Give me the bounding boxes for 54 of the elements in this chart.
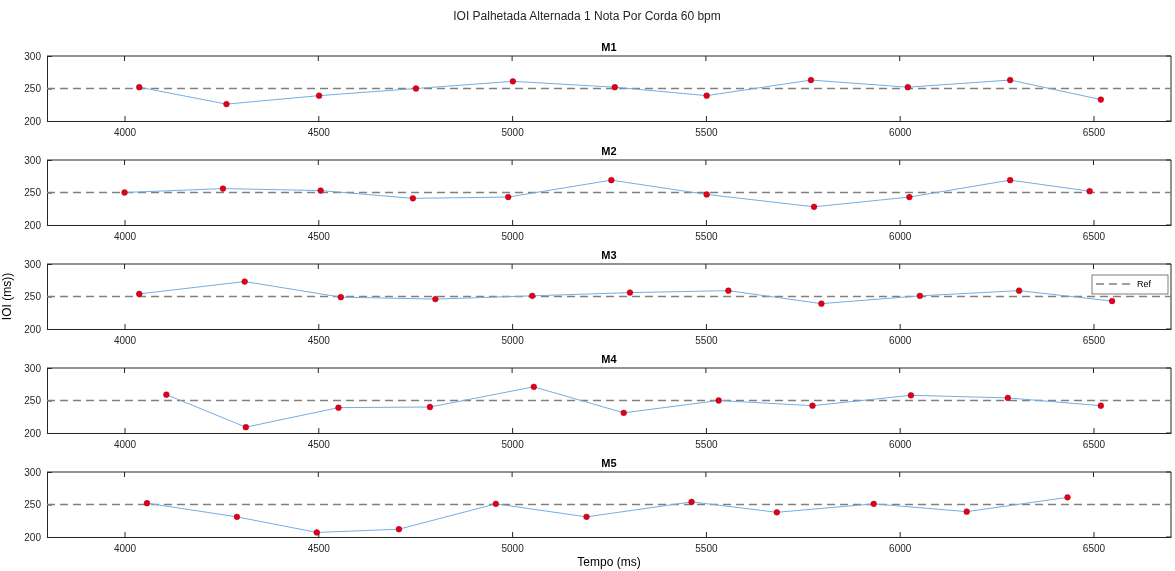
x-tick-label: 4000 bbox=[113, 231, 137, 243]
x-tick-label: 6500 bbox=[1082, 335, 1106, 347]
chart-title: M5 bbox=[601, 457, 617, 469]
x-tick-label: 5500 bbox=[695, 127, 718, 139]
legend-label: Ref bbox=[1137, 279, 1152, 289]
x-tick-label: 4500 bbox=[307, 231, 331, 243]
x-tick-label: 6500 bbox=[1082, 231, 1106, 243]
y-tick-label: 250 bbox=[24, 83, 42, 95]
chart-title: M1 bbox=[601, 41, 617, 53]
x-tick-label: 6500 bbox=[1082, 543, 1106, 555]
y-tick-label: 250 bbox=[24, 395, 42, 407]
x-tick-label: 5000 bbox=[501, 543, 525, 555]
x-tick-label: 5000 bbox=[501, 127, 525, 139]
x-tick-label: 6000 bbox=[889, 231, 912, 243]
y-tick-label: 300 bbox=[24, 466, 42, 478]
x-tick-label: 6500 bbox=[1082, 127, 1106, 139]
x-tick-label: 5500 bbox=[695, 543, 718, 555]
x-tick-label: 4000 bbox=[113, 439, 137, 451]
y-tick-label: 200 bbox=[24, 531, 42, 543]
y-tick-label: 300 bbox=[24, 362, 42, 374]
x-tick-label: 6000 bbox=[889, 543, 912, 555]
x-tick-label: 4000 bbox=[113, 127, 137, 139]
y-tick-label: 200 bbox=[24, 323, 42, 335]
x-tick-label: 4500 bbox=[307, 127, 331, 139]
y-axis-title: IOI (ms)) bbox=[0, 272, 14, 321]
x-tick-label: 5000 bbox=[501, 439, 525, 451]
y-tick-label: 250 bbox=[24, 499, 42, 511]
y-tick-label: 200 bbox=[24, 427, 42, 439]
chart-title: M4 bbox=[601, 353, 618, 365]
x-tick-label: 4000 bbox=[113, 335, 137, 347]
chart-title: M3 bbox=[601, 249, 617, 261]
x-tick-label: 6000 bbox=[889, 439, 912, 451]
x-tick-label: 5000 bbox=[501, 231, 525, 243]
x-tick-label: 5500 bbox=[695, 439, 718, 451]
y-tick-label: 200 bbox=[24, 115, 42, 127]
x-axis-title: Tempo (ms) bbox=[577, 555, 641, 569]
text: IOI Palhetada Alternada 1 Nota Por Corda 60 bpm bbox=[453, 9, 721, 23]
y-tick-label: 300 bbox=[24, 154, 42, 166]
x-tick-label: 6500 bbox=[1082, 439, 1106, 451]
y-tick-label: 300 bbox=[24, 258, 42, 270]
x-tick-label: 6000 bbox=[889, 335, 912, 347]
x-tick-label: 5500 bbox=[695, 231, 718, 243]
chart-title: M2 bbox=[601, 145, 617, 157]
y-tick-label: 200 bbox=[24, 219, 42, 231]
y-tick-label: 250 bbox=[24, 187, 42, 199]
y-tick-label: 300 bbox=[24, 50, 42, 62]
x-tick-label: 6000 bbox=[889, 127, 912, 139]
x-tick-label: 4500 bbox=[307, 543, 331, 555]
x-tick-label: 5000 bbox=[501, 335, 525, 347]
x-tick-label: 4500 bbox=[307, 335, 331, 347]
x-tick-label: 4000 bbox=[113, 543, 137, 555]
x-tick-label: 5500 bbox=[695, 335, 718, 347]
x-tick-label: 4500 bbox=[307, 439, 331, 451]
y-tick-label: 250 bbox=[24, 291, 42, 303]
